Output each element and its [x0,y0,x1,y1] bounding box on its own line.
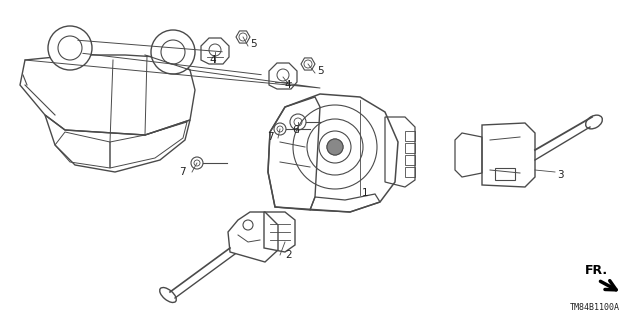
Text: 3: 3 [557,170,564,180]
Text: 2: 2 [285,250,292,260]
Text: 7: 7 [267,132,273,142]
Text: 1: 1 [362,188,369,198]
Text: FR.: FR. [585,264,608,277]
Text: 6: 6 [292,125,300,135]
Circle shape [48,26,92,70]
Text: 5: 5 [317,66,324,76]
Circle shape [151,30,195,74]
Text: 4: 4 [285,80,291,90]
Text: 5: 5 [250,39,257,49]
Text: 7: 7 [179,167,186,177]
Circle shape [327,139,343,155]
Text: 4: 4 [210,55,216,65]
Text: TM84B1100A: TM84B1100A [570,303,620,312]
